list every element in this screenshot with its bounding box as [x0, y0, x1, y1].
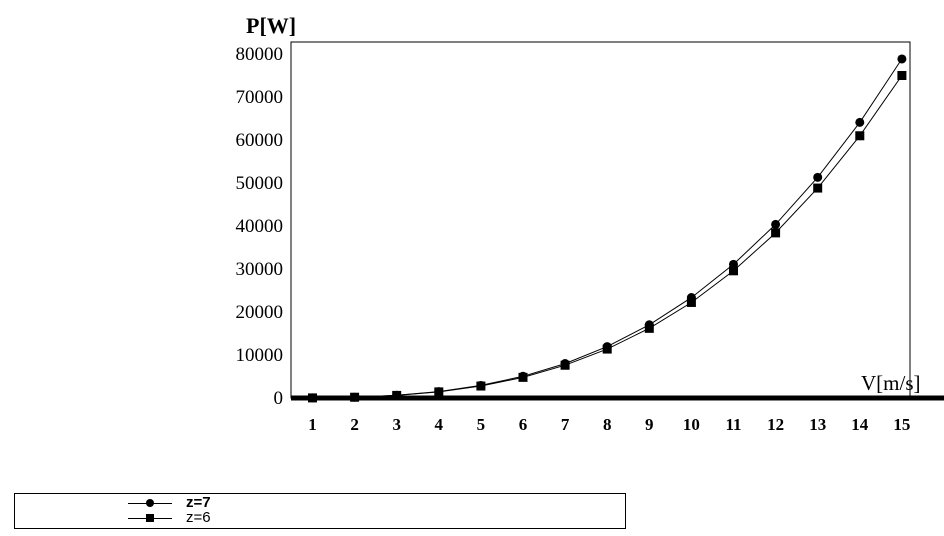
x-tick-label: 4	[435, 415, 444, 434]
data-point-square	[729, 266, 738, 276]
y-tick-label: 40000	[236, 216, 284, 237]
y-tick-label: 70000	[236, 87, 284, 108]
x-tick-labels: 1 2 3 4 5 6 7 8 9 10 11 12 13 14 15	[308, 415, 910, 434]
data-point-square	[350, 392, 360, 402]
y-tick-label: 50000	[236, 173, 284, 194]
legend-square-marker	[146, 514, 154, 522]
x-tick-label: 14	[851, 415, 869, 434]
plot-frame	[290, 41, 911, 399]
x-tick-label: 12	[767, 415, 784, 434]
x-tick-label: 13	[809, 415, 826, 434]
x-tick-label: 1	[308, 415, 317, 434]
series-layer	[308, 54, 907, 403]
legend-item-z6: z=6	[128, 509, 428, 526]
x-axis-label: V[m/s]	[861, 371, 921, 395]
y-tick-label: 30000	[236, 259, 284, 280]
data-point-square	[560, 360, 570, 370]
data-point-square	[518, 372, 528, 382]
y-tick-label: 10000	[236, 345, 284, 366]
data-point-square	[813, 183, 823, 193]
data-point-square	[434, 387, 444, 397]
x-tick-label: 9	[645, 415, 654, 434]
x-tick-label: 15	[893, 415, 910, 434]
x-tick-label: 11	[725, 415, 741, 434]
data-point-circle	[771, 219, 781, 229]
x-tick-label: 5	[477, 415, 486, 434]
data-point-square	[686, 297, 696, 307]
x-tick-label: 7	[561, 415, 570, 434]
y-axis-label: P[W]	[246, 13, 296, 38]
legend: z=7 z=6	[14, 493, 626, 529]
data-point-square	[644, 323, 654, 333]
y-tick-label: 60000	[236, 130, 284, 151]
y-tick-label: 20000	[236, 302, 284, 323]
data-point-circle	[813, 172, 823, 182]
legend-label: z=7	[186, 494, 211, 511]
data-point-square	[476, 381, 486, 391]
data-point-circle	[855, 117, 865, 127]
legend-label: z=6	[186, 509, 211, 526]
data-point-square	[897, 71, 907, 80]
x-tick-label: 8	[603, 415, 612, 434]
y-tick-label: 0	[274, 388, 284, 409]
legend-item-z7: z=7	[128, 494, 428, 511]
data-point-circle	[897, 54, 907, 64]
data-point-square	[392, 390, 402, 400]
x-tick-label: 10	[683, 415, 700, 434]
x-tick-label: 2	[350, 415, 359, 434]
data-point-square	[771, 228, 781, 238]
data-point-square	[602, 344, 612, 354]
y-tick-labels: 0 10000 20000 30000 40000 50000 60000 70000 8000…	[236, 44, 284, 409]
x-tick-label: 3	[392, 415, 401, 434]
legend-circle-marker	[146, 499, 154, 507]
data-point-square	[308, 393, 317, 403]
data-point-square	[855, 131, 865, 141]
x-tick-label: 6	[519, 415, 528, 434]
y-tick-label: 80000	[236, 44, 284, 65]
